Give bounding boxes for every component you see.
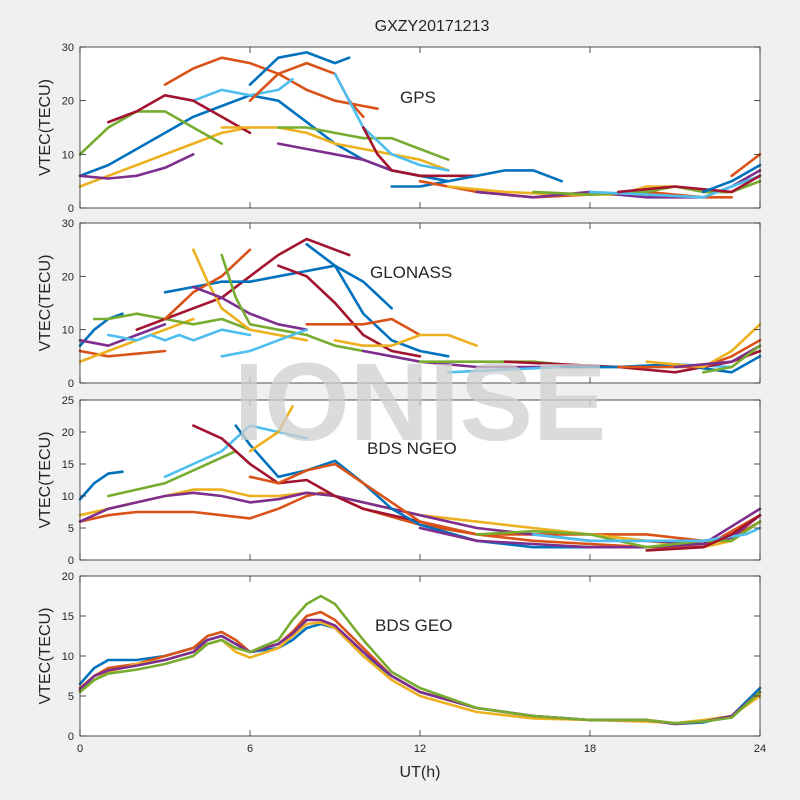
y-tick-label: 30 [62, 218, 74, 230]
y-tick-label: 20 [62, 271, 74, 283]
series-line [673, 344, 762, 369]
series-line [163, 264, 393, 310]
plot-area [80, 47, 760, 208]
panel-label: BDS NGEO [367, 439, 457, 458]
series-line [390, 169, 563, 188]
series-line [78, 323, 167, 347]
series-line [305, 317, 422, 337]
y-tick-label: 15 [62, 611, 74, 623]
y-tick-label: 0 [68, 731, 74, 743]
y-tick-label: 25 [62, 395, 74, 407]
series-line [78, 126, 252, 188]
series-line [220, 126, 450, 172]
series-line [78, 312, 124, 347]
panel-label: GLONASS [370, 263, 452, 282]
series-line [220, 253, 365, 353]
series-line [192, 248, 308, 342]
series-line [107, 328, 252, 342]
panel-2: 0 5 10 15 20 25 VTEC(TECU) BDS NGEO [37, 395, 762, 567]
panel-label: BDS GEO [375, 616, 452, 635]
series-line [305, 243, 450, 358]
panel-0: 0 10 20 30 VTEC(TECU) GPS [37, 42, 762, 215]
y-tick-label: 15 [62, 459, 74, 471]
series-line [362, 126, 478, 178]
y-axis-label: VTEC(TECU) [37, 79, 54, 176]
y-tick-label: 0 [68, 203, 74, 215]
series-line [107, 94, 252, 135]
y-tick-label: 0 [68, 378, 74, 390]
watermark-text: IONISE [234, 341, 607, 464]
series-line [192, 424, 478, 536]
x-tick-label: 12 [414, 743, 426, 755]
y-tick-label: 5 [68, 691, 74, 703]
series-line [220, 328, 308, 358]
y-tick-label: 5 [68, 523, 74, 535]
y-tick-label: 10 [62, 491, 74, 503]
panels-group: 0 10 20 30 VTEC(TECU) GPS 0 10 20 30 VTEC(TECU) GLO… [37, 42, 766, 755]
panel-3: 0 6 12 18 24 0 5 10 15 20 VTEC(TECU) BDS GEO [37, 571, 766, 755]
series-line [192, 77, 294, 102]
series-line [78, 153, 195, 180]
series-line [78, 110, 223, 156]
series-line [277, 264, 422, 358]
series-line [475, 520, 762, 549]
y-tick-label: 30 [62, 42, 74, 54]
x-axis-label: UT(h) [400, 764, 441, 781]
panel-label: GPS [400, 88, 436, 107]
series-line [617, 174, 762, 194]
series-line [532, 526, 762, 543]
series-line [78, 594, 762, 725]
x-tick-label: 18 [584, 743, 596, 755]
y-tick-label: 0 [68, 555, 74, 567]
series-line [333, 333, 478, 347]
y-axis-label: VTEC(TECU) [37, 608, 54, 705]
series-line [248, 405, 294, 453]
y-tick-label: 20 [62, 571, 74, 583]
y-tick-label: 20 [62, 96, 74, 108]
x-tick-label: 0 [77, 743, 83, 755]
series-group [78, 237, 762, 374]
series-line [78, 349, 167, 358]
series-line [234, 424, 648, 549]
series-line [192, 285, 308, 331]
panel-1: 0 10 20 30 VTEC(TECU) GLONASS [37, 218, 762, 390]
series-line [645, 323, 762, 369]
y-tick-label: 20 [62, 427, 74, 439]
x-tick-label: 24 [754, 743, 766, 755]
series-line [418, 507, 762, 549]
series-line [702, 163, 762, 194]
series-line [730, 153, 762, 178]
series-line [645, 513, 762, 552]
chart-title: GXZY20171213 [375, 18, 490, 35]
series-line [107, 449, 238, 498]
y-tick-label: 10 [62, 325, 74, 337]
series-line [135, 237, 351, 331]
y-axis-label: VTEC(TECU) [37, 432, 54, 529]
series-line [277, 126, 450, 161]
series-group [78, 405, 762, 552]
y-tick-label: 10 [62, 149, 74, 161]
series-line [588, 174, 762, 199]
y-tick-label: 10 [62, 651, 74, 663]
x-tick-label: 6 [247, 743, 253, 755]
series-line [78, 470, 124, 501]
series-line [333, 72, 450, 172]
series-group [78, 51, 762, 199]
y-axis-label: VTEC(TECU) [37, 255, 54, 352]
series-line [248, 51, 351, 86]
series-line [702, 344, 762, 374]
series-group [78, 594, 762, 726]
